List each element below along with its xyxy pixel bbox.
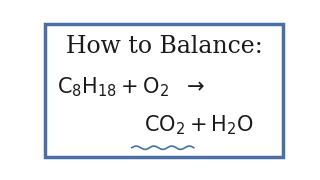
FancyBboxPatch shape [45,24,283,158]
Text: $\mathrm{CO_2 + H_2O}$: $\mathrm{CO_2 + H_2O}$ [144,114,254,137]
Text: $\mathrm{C_8H_{18} + O_2\ \ \rightarrow}$: $\mathrm{C_8H_{18} + O_2\ \ \rightarrow}… [57,75,205,98]
Text: How to Balance:: How to Balance: [66,35,262,58]
